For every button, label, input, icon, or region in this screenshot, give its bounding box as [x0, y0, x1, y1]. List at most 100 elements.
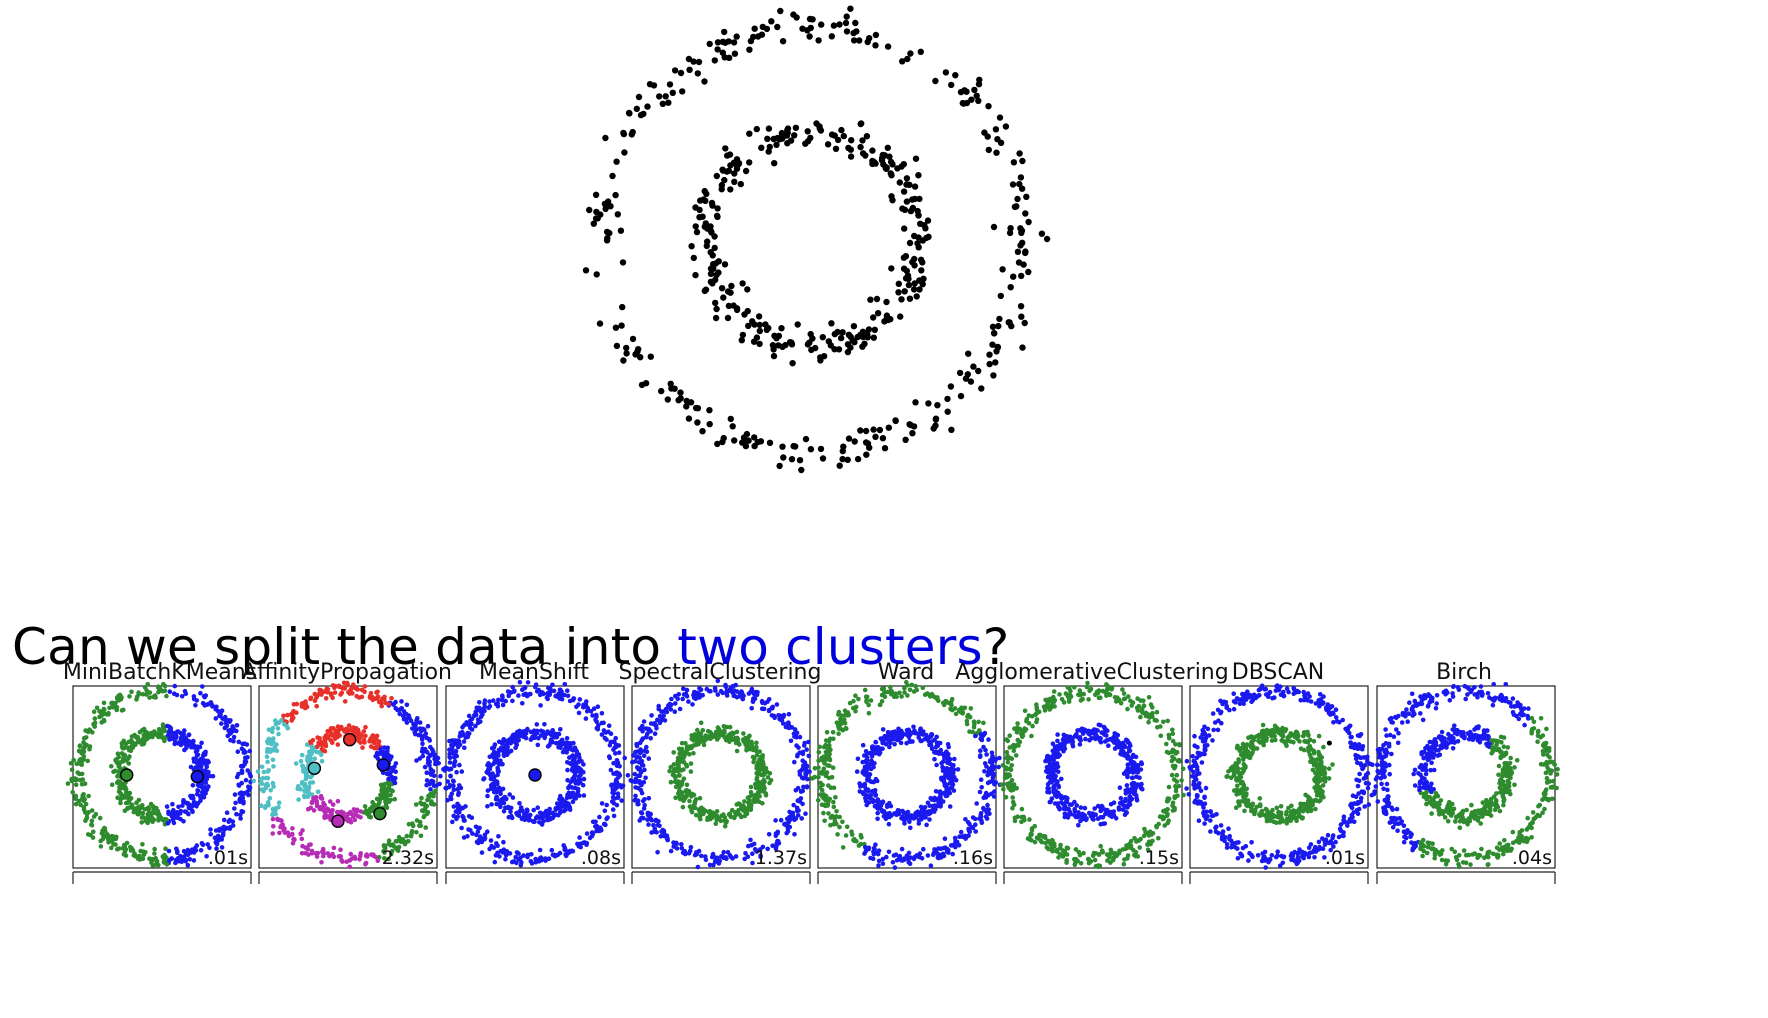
cluster-point [914, 687, 919, 693]
cluster-point [690, 702, 695, 707]
cluster-point [79, 796, 85, 802]
cluster-point [201, 788, 206, 794]
cluster-point [141, 849, 146, 854]
cluster-point [279, 823, 284, 828]
cluster-point [952, 841, 958, 847]
cluster-point [494, 789, 499, 795]
cluster-point [339, 726, 344, 732]
cluster-point [745, 740, 750, 746]
cluster-point [874, 799, 880, 804]
cluster-point [596, 723, 601, 728]
cluster-point [121, 745, 127, 751]
cluster-point [827, 763, 832, 769]
cluster-point [933, 744, 939, 750]
cluster-point [363, 853, 369, 859]
cluster-point [535, 814, 540, 819]
cluster-point [557, 850, 563, 856]
cluster-point [146, 731, 151, 736]
panel-frame [72, 685, 252, 869]
cluster-point [302, 705, 308, 711]
cluster-point [753, 689, 759, 695]
cluster-point [897, 855, 902, 860]
cluster-point [424, 782, 429, 788]
cluster-point [697, 739, 702, 745]
cluster-point [608, 767, 614, 773]
cluster-point [757, 765, 762, 771]
cluster-point [948, 766, 954, 772]
cluster-point [555, 693, 560, 698]
cluster-point [987, 811, 992, 817]
cluster-point [392, 780, 398, 786]
cluster-point [366, 814, 372, 819]
cluster-point [679, 740, 685, 746]
scatter-point [778, 325, 785, 332]
cluster-point [236, 739, 242, 745]
cluster-point [531, 730, 536, 735]
cluster-point [221, 831, 226, 836]
cluster-point [288, 712, 294, 718]
cluster-point [499, 747, 504, 753]
cluster-point [500, 702, 506, 708]
scatter-point [952, 72, 959, 79]
cluster-point [867, 778, 873, 784]
cluster-point [178, 853, 183, 859]
cluster-point [671, 767, 677, 773]
cluster-point [902, 686, 907, 691]
cluster-point [367, 806, 373, 812]
cluster-point [109, 845, 114, 851]
cluster-point [129, 846, 134, 851]
cluster-point [880, 739, 885, 745]
cluster-point [460, 724, 465, 730]
cluster-point [264, 739, 270, 744]
cluster-point [545, 744, 551, 749]
cluster-point [862, 841, 867, 847]
cluster-point [898, 858, 904, 863]
cluster-point [431, 773, 437, 778]
cluster-point [680, 850, 686, 855]
cluster-point [245, 755, 250, 760]
question-suffix: ? [982, 618, 1010, 676]
cluster-point [491, 786, 496, 792]
cluster-point [329, 732, 335, 737]
cluster-point [936, 740, 941, 746]
cluster-point [178, 731, 184, 736]
cluster-point [754, 794, 760, 799]
cluster-point [675, 783, 680, 789]
cluster-point [490, 752, 495, 757]
cluster-point [941, 758, 946, 764]
cluster-point [191, 850, 197, 855]
cluster-point [368, 814, 374, 820]
scatter-point [731, 178, 738, 185]
cluster-point [795, 785, 801, 791]
cluster-point [716, 731, 721, 736]
cluster-point [574, 752, 580, 757]
cluster-point [556, 805, 562, 811]
cluster-point [345, 731, 351, 736]
cluster-point [340, 685, 345, 691]
cluster-point [410, 823, 416, 829]
cluster-point [370, 737, 375, 743]
cluster-point [390, 842, 396, 847]
cluster-point [570, 758, 576, 763]
cluster-point [309, 760, 315, 765]
cluster-point [731, 689, 736, 694]
cluster-point [378, 792, 383, 798]
cluster-point [524, 807, 530, 813]
cluster-point [936, 751, 942, 756]
cluster-point [1165, 718, 1170, 724]
cluster-point [826, 775, 832, 781]
cluster-point [602, 808, 608, 814]
cluster-point [863, 848, 869, 854]
cluster-point [501, 739, 507, 744]
cluster-point [804, 747, 809, 752]
cluster-point [692, 743, 697, 748]
cluster-point [322, 813, 327, 819]
cluster-point [756, 799, 762, 805]
cluster-point [193, 848, 199, 853]
cluster-point [526, 817, 532, 823]
cluster-point [130, 745, 136, 750]
cluster-point [703, 854, 708, 859]
cluster-point [470, 831, 475, 836]
cluster-point [1012, 744, 1018, 749]
cluster-point [717, 733, 723, 738]
